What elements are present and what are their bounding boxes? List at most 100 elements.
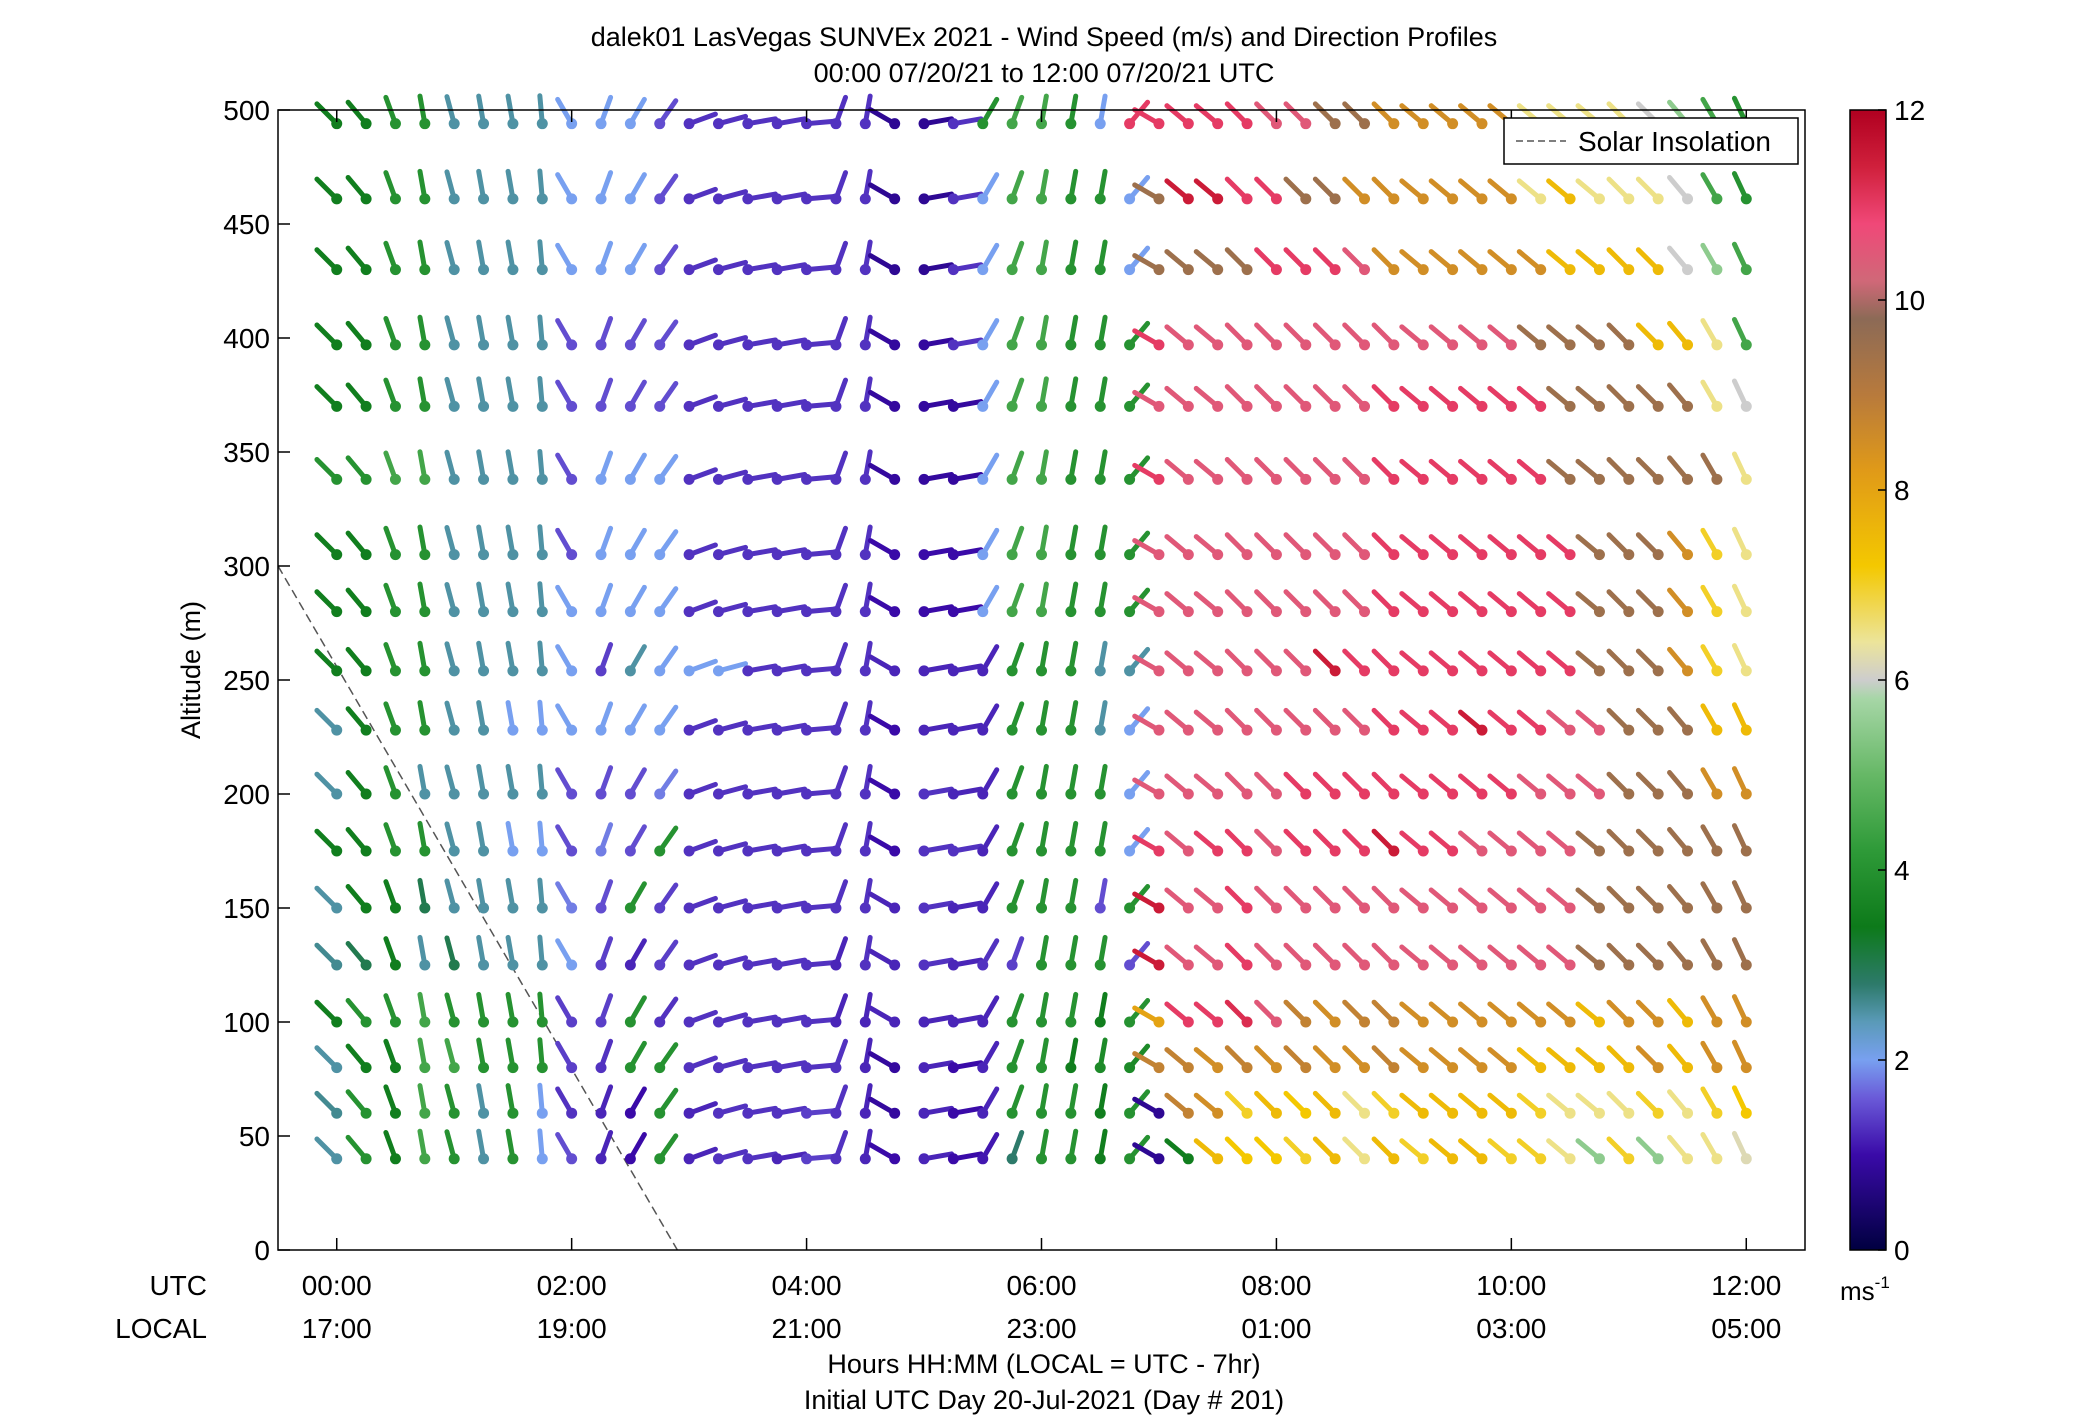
wind-barb: [1224, 942, 1253, 971]
wind-barb-dot: [331, 724, 343, 736]
wind-barb: [1399, 591, 1429, 618]
wind-barb-dot: [1124, 264, 1136, 276]
wind-barb-dot: [801, 1153, 813, 1165]
wind-barb: [742, 786, 778, 800]
wind-barb: [947, 1105, 984, 1119]
wind-barb-dot: [566, 845, 578, 857]
wind-barb-dot: [712, 193, 724, 205]
wind-barb-dot: [801, 118, 813, 130]
wind-barb: [1342, 589, 1371, 618]
wind-barb: [918, 116, 955, 130]
wind-barb-dot: [1711, 1107, 1723, 1119]
wind-barb-dot: [1417, 1107, 1429, 1119]
wind-barb-dot: [712, 400, 724, 412]
wind-barb: [624, 938, 647, 971]
wind-barb-dot: [1124, 724, 1136, 736]
wind-barb: [1164, 591, 1194, 618]
wind-barb: [771, 116, 808, 130]
wind-barb: [867, 1096, 901, 1119]
wind-barb: [918, 786, 955, 800]
wind-barb: [1342, 1045, 1371, 1074]
wind-barb: [1164, 887, 1194, 914]
wind-barb: [742, 1151, 778, 1165]
wind-barb: [1094, 314, 1108, 351]
wind-barb-dot: [947, 1016, 959, 1028]
wind-barb: [1731, 171, 1752, 205]
wind-barb: [624, 318, 647, 351]
wind-barb-dot: [1212, 606, 1224, 618]
wind-barb-dot: [1212, 118, 1224, 130]
wind-barb: [1036, 449, 1049, 485]
wind-barb-dot: [595, 264, 607, 276]
wind-barb: [1635, 885, 1664, 914]
wind-barb: [1428, 458, 1459, 485]
wind-barb: [801, 1016, 837, 1028]
wind-barb: [1428, 324, 1459, 351]
wind-barb-dot: [683, 959, 695, 971]
wind-barb: [1254, 707, 1282, 736]
wind-barb: [1516, 830, 1547, 857]
wind-barb: [830, 993, 849, 1028]
wind-barb-dot: [1006, 845, 1018, 857]
wind-barb: [1283, 828, 1312, 857]
wind-barb-dot: [1006, 549, 1018, 561]
wind-barb: [1312, 1090, 1341, 1119]
wind-barb: [1006, 642, 1025, 677]
wind-barb: [1283, 1136, 1312, 1165]
wind-barb: [1164, 944, 1194, 971]
wind-barb: [624, 703, 647, 736]
wind-barb: [595, 936, 614, 971]
wind-barb-dot: [977, 902, 989, 914]
wind-barb-dot: [947, 400, 959, 412]
wind-barb: [1487, 709, 1517, 736]
wind-barb-dot: [889, 1016, 901, 1028]
wind-barb-dot: [1359, 1016, 1371, 1028]
wind-barb: [1283, 1090, 1312, 1119]
wind-barb: [801, 264, 837, 276]
wind-barb: [505, 168, 519, 205]
wind-barb-dot: [536, 959, 548, 971]
wind-barb-dot: [977, 339, 989, 351]
wind-barb: [1254, 648, 1282, 677]
wind-barb-dot: [1300, 400, 1312, 412]
y-tick-label: 450: [223, 209, 270, 240]
wind-barb-dot: [1329, 549, 1341, 561]
wind-barb: [1458, 591, 1488, 618]
wind-barb-dot: [742, 264, 754, 276]
wind-barb: [1164, 830, 1194, 857]
wind-barb-dot: [389, 400, 401, 412]
wind-barb: [1458, 324, 1488, 351]
wind-barb: [867, 948, 901, 971]
wind-barb: [1094, 640, 1108, 677]
wind-barb: [1635, 384, 1664, 412]
wind-barb: [918, 843, 955, 857]
wind-barb: [1132, 713, 1165, 736]
wind-barb: [712, 259, 749, 276]
wind-barb-dot: [1006, 665, 1018, 677]
wind-barb: [801, 400, 837, 412]
wind-barb: [1164, 1138, 1194, 1165]
wind-barb: [1399, 1001, 1429, 1028]
wind-barb-dot: [918, 400, 930, 412]
wind-barb-dot: [536, 902, 548, 914]
wind-barb-dot: [801, 665, 813, 677]
wind-barb: [1164, 534, 1194, 561]
wind-barb: [1458, 650, 1488, 677]
wind-barb-dot: [1740, 1107, 1752, 1119]
wind-barb: [712, 898, 749, 914]
wind-barb: [1193, 773, 1224, 800]
wind-barb: [1224, 1136, 1253, 1165]
wind-barb: [444, 169, 460, 205]
wind-barb: [712, 396, 749, 412]
wind-barb-dot: [507, 606, 519, 618]
wind-barb-dot: [1535, 549, 1547, 561]
wind-barb: [505, 581, 519, 618]
wind-barb: [683, 599, 718, 618]
wind-barb: [947, 957, 984, 971]
wind-barb: [595, 993, 614, 1028]
wind-barb-dot: [389, 264, 401, 276]
wind-barb-dot: [389, 788, 401, 800]
wind-barb: [1094, 763, 1108, 800]
wind-barb: [1006, 1038, 1025, 1074]
wind-barb-dot: [478, 902, 490, 914]
